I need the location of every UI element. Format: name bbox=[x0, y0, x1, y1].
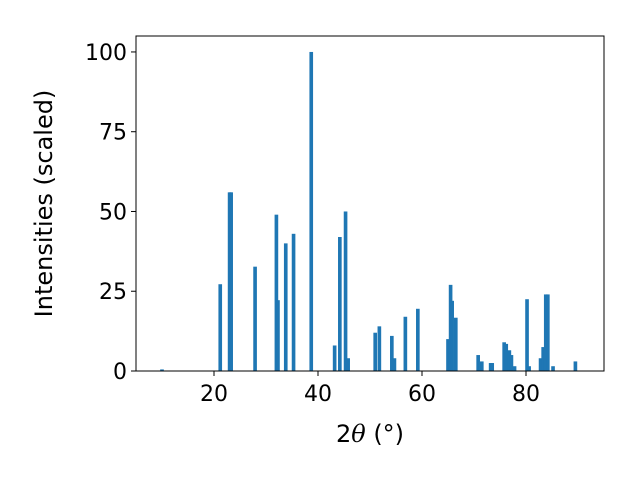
bar bbox=[416, 308, 420, 371]
plot-frame bbox=[135, 35, 605, 372]
bar bbox=[332, 345, 337, 371]
bar bbox=[291, 233, 296, 371]
y-tick-label: 75 bbox=[99, 121, 127, 146]
y-tick-label: 25 bbox=[99, 280, 127, 305]
bar bbox=[573, 361, 578, 371]
bar bbox=[527, 366, 531, 371]
bar bbox=[392, 358, 397, 371]
bar bbox=[450, 300, 454, 371]
bar bbox=[338, 237, 342, 371]
y-tick-label: 0 bbox=[113, 360, 127, 385]
bar bbox=[546, 294, 550, 371]
bar bbox=[538, 358, 543, 371]
bar bbox=[253, 266, 257, 371]
bar bbox=[346, 358, 350, 371]
y-tick-label: 100 bbox=[85, 41, 127, 66]
bar-group bbox=[160, 51, 578, 371]
x-tick-label: 80 bbox=[512, 382, 540, 407]
bar bbox=[160, 369, 164, 371]
bar bbox=[490, 363, 495, 371]
bar bbox=[551, 366, 555, 371]
x-tick-label: 60 bbox=[408, 382, 436, 407]
x-tick-label: 40 bbox=[304, 382, 332, 407]
x-axis-label-theta: θ bbox=[351, 420, 366, 448]
bar bbox=[309, 51, 314, 371]
bar bbox=[525, 299, 529, 371]
bar bbox=[229, 192, 233, 371]
bar bbox=[390, 335, 394, 371]
x-axis-ticks: 20 40 60 80 bbox=[200, 371, 540, 407]
bar bbox=[218, 284, 223, 371]
bar bbox=[377, 326, 382, 371]
bar bbox=[446, 339, 450, 371]
bar bbox=[476, 355, 480, 371]
x-axis-label-main: 2 bbox=[336, 420, 351, 448]
bar bbox=[543, 294, 548, 371]
bar bbox=[373, 332, 378, 371]
x-tick-label: 20 bbox=[200, 382, 228, 407]
bar bbox=[507, 350, 512, 371]
x-axis-label-unit: (°) bbox=[366, 420, 404, 448]
y-tick-label: 50 bbox=[99, 200, 127, 225]
bar bbox=[276, 300, 280, 371]
y-axis-ticks: 0 25 50 75 100 bbox=[85, 41, 136, 385]
bar bbox=[509, 355, 514, 371]
bar bbox=[504, 343, 509, 371]
bar bbox=[343, 211, 348, 371]
bar bbox=[283, 243, 288, 371]
y-axis-label: Intensities (scaled) bbox=[30, 90, 58, 318]
x-axis-label: 2θ (°) bbox=[336, 420, 404, 448]
bar bbox=[502, 342, 506, 371]
bar bbox=[453, 317, 458, 371]
bar bbox=[512, 366, 517, 371]
bar bbox=[403, 316, 408, 371]
bar bbox=[541, 347, 545, 371]
bar bbox=[479, 361, 484, 371]
bar bbox=[274, 214, 279, 371]
